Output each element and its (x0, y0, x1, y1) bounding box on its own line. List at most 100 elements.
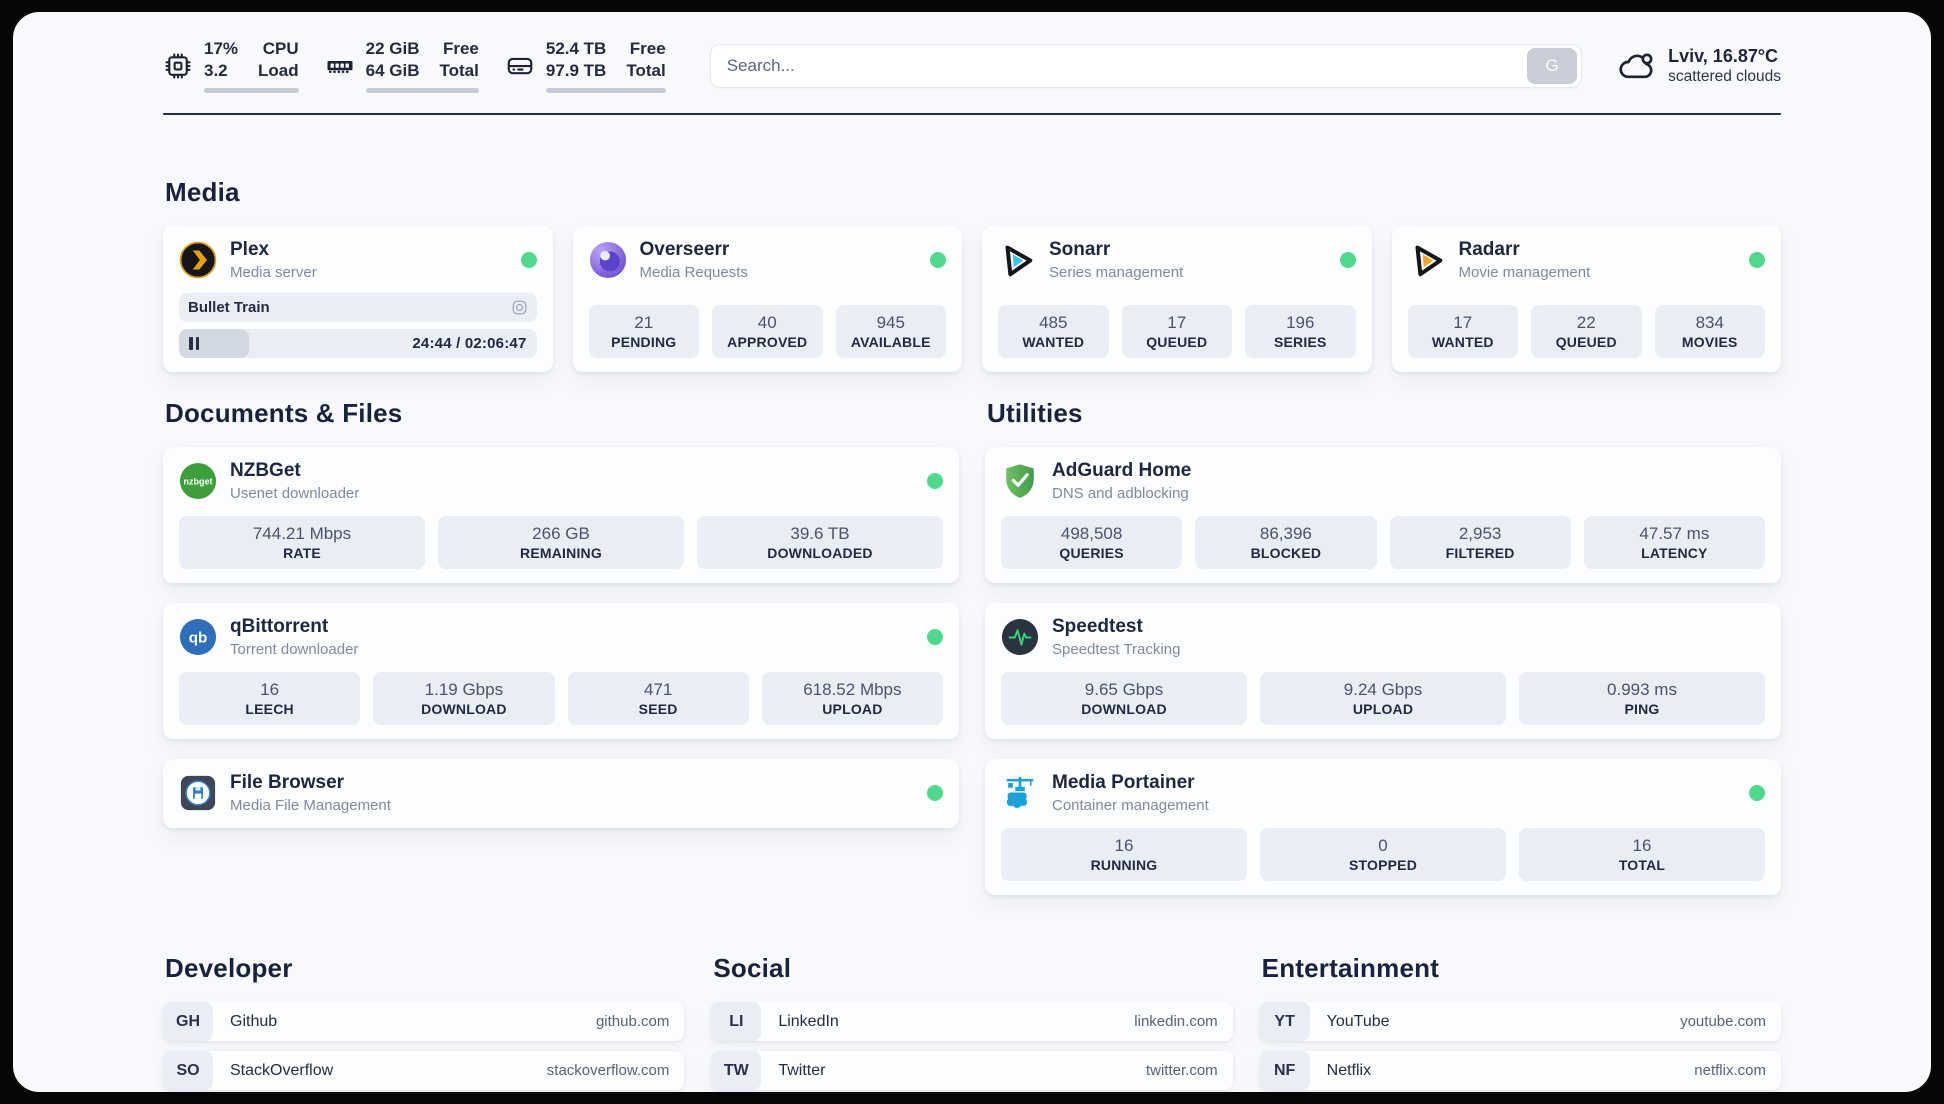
app-card-sonarr[interactable]: Sonarr Series management 485 WANTED 17 Q… (982, 226, 1372, 373)
memory-total-label: Total (439, 61, 479, 81)
weather-location: Lviv, 16.87°C (1668, 45, 1779, 66)
plex-icon (179, 241, 217, 279)
stat-pill: 21 PENDING (588, 304, 699, 359)
stat-pill: 16 TOTAL (1519, 828, 1765, 882)
memory-widget: 22 GiB 64 GiB Free Total (325, 38, 479, 94)
stat-pill: 9.24 Gbps UPLOAD (1260, 671, 1506, 726)
stat-pill: 47.57 ms LATENCY (1583, 515, 1765, 570)
stat-pill: 744.21 Mbps RATE (179, 515, 425, 570)
app-card-radarr[interactable]: Radarr Movie management 17 WANTED 22 QUE… (1391, 226, 1781, 373)
search-bar: G (709, 43, 1583, 88)
app-description: Torrent downloader (230, 640, 359, 658)
status-dot (930, 252, 946, 269)
app-card-speedtest[interactable]: Speedtest Speedtest Tracking 9.65 Gbps D… (985, 603, 1781, 740)
disk-widget: 52.4 TB 97.9 TB Free Total (505, 38, 666, 94)
app-card-overseerr[interactable]: Overseerr Media Requests 21 PENDING 40 A… (572, 226, 962, 373)
stat-pill: 485 WANTED (998, 304, 1109, 359)
app-card-plex[interactable]: Plex Media server Bullet Train (163, 226, 553, 373)
app-card-qbittorrent[interactable]: qb qBittorrent Torrent downloader (163, 603, 959, 740)
status-dot (520, 252, 537, 269)
app-name: qBittorrent (230, 616, 329, 638)
header-divider (163, 113, 1781, 116)
cpu-label: CPU (262, 39, 299, 58)
sonarr-icon (998, 241, 1036, 279)
disk-free-label: Free (629, 39, 666, 58)
bookmark-url: stackoverflow.com (546, 1062, 670, 1080)
bookmark-youtube[interactable]: YT YouTube youtube.com (1259, 1002, 1781, 1042)
cpu-load-label: Load (258, 61, 299, 81)
bookmark-abbr: YT (1259, 1002, 1310, 1042)
disk-free-value: 52.4 TB (545, 39, 607, 58)
status-dot (927, 785, 943, 802)
status-dot (927, 629, 943, 646)
stat-pill: 40 APPROVED (712, 304, 823, 359)
search-engine-button[interactable]: G (1527, 47, 1578, 84)
memory-free-value: 22 GiB (365, 39, 420, 58)
bookmark-name: Github (230, 1012, 278, 1030)
stat-pill: 0.993 ms PING (1519, 671, 1765, 726)
player-progress-row: 24:44 / 02:06:47 (179, 329, 537, 359)
stat-pill: 17 QUEUED (1121, 304, 1232, 359)
section-title-documents: Documents & Files (165, 398, 403, 429)
cpu-progress-track (204, 88, 299, 94)
app-name: Media Portainer (1052, 772, 1195, 794)
app-card-portainer[interactable]: Media Portainer Container management 16 … (985, 759, 1781, 896)
player-time: 24:44 / 02:06:47 (412, 335, 527, 353)
bookmark-abbr: LI (711, 1002, 762, 1042)
bookmark-name: YouTube (1326, 1012, 1390, 1030)
bookmark-linkedin[interactable]: LI LinkedIn linkedin.com (711, 1002, 1233, 1042)
app-description: Series management (1049, 264, 1184, 282)
cpu-icon (163, 51, 193, 81)
app-card-filebrowser[interactable]: File Browser Media File Management (163, 759, 959, 829)
disk-icon (505, 51, 535, 81)
stat-pill: 2,953 FILTERED (1389, 515, 1571, 570)
app-description: Usenet downloader (230, 484, 360, 502)
ram-icon (325, 51, 355, 81)
app-name: AdGuard Home (1052, 460, 1192, 482)
bookmark-abbr: TW (711, 1051, 762, 1091)
bookmark-abbr: NF (1259, 1051, 1310, 1091)
disk-progress-track (545, 88, 666, 94)
bookmark-name: LinkedIn (778, 1012, 839, 1030)
disk-total-label: Total (626, 61, 666, 81)
now-playing-row[interactable]: Bullet Train (179, 293, 537, 323)
stat-pill: 16 RUNNING (1001, 828, 1247, 882)
bookmark-twitter[interactable]: TW Twitter twitter.com (711, 1051, 1233, 1091)
stat-pill: 86,396 BLOCKED (1195, 515, 1377, 570)
section-title-social: Social (713, 953, 792, 984)
stat-pill: 834 MOVIES (1654, 304, 1765, 359)
app-card-adguard[interactable]: AdGuard Home DNS and adblocking 498,508 … (985, 447, 1781, 584)
weather-widget: Lviv, 16.87°C scattered clouds (1616, 45, 1781, 86)
stat-pill: 9.65 Gbps DOWNLOAD (1001, 671, 1247, 726)
disk-total-value: 97.9 TB (545, 61, 607, 81)
pause-button[interactable] (189, 337, 199, 351)
section-title-media: Media (165, 177, 240, 208)
app-card-nzbget[interactable]: nzbget NZBGet Usenet downloader 74 (163, 447, 959, 584)
app-description: Container management (1052, 797, 1209, 815)
bookmark-github[interactable]: GH Github github.com (163, 1002, 685, 1042)
bookmark-abbr: SO (163, 1051, 213, 1091)
stat-pill: 498,508 QUERIES (1001, 515, 1183, 570)
section-title-utilities: Utilities (987, 398, 1083, 429)
stat-pill: 618.52 Mbps UPLOAD (761, 671, 943, 726)
bookmark-name: StackOverflow (230, 1061, 334, 1079)
now-playing-title: Bullet Train (188, 299, 270, 317)
status-dot (927, 472, 943, 489)
bookmark-netflix[interactable]: NF Netflix netflix.com (1259, 1051, 1781, 1091)
stat-pill: 39.6 TB DOWNLOADED (697, 515, 943, 570)
cloud-icon (1616, 46, 1656, 86)
stat-pill: 196 SERIES (1245, 304, 1356, 359)
app-description: DNS and adblocking (1052, 484, 1189, 502)
section-title-entertainment: Entertainment (1261, 953, 1440, 984)
stat-pill: 266 GB REMAINING (438, 515, 684, 570)
bookmark-stackoverflow[interactable]: SO StackOverflow stackoverflow.com (163, 1051, 685, 1091)
portainer-icon (1001, 774, 1039, 812)
stat-pill: 471 SEED (567, 671, 749, 726)
search-input[interactable] (710, 55, 1524, 76)
bookmark-url: youtube.com (1680, 1013, 1766, 1031)
app-description: Media server (230, 264, 317, 282)
top-bar: 17% 3.2 CPU Load (163, 12, 1781, 94)
app-name: Overseerr (639, 239, 730, 261)
stat-pill: 22 QUEUED (1531, 304, 1642, 359)
memory-total-value: 64 GiB (365, 61, 420, 81)
